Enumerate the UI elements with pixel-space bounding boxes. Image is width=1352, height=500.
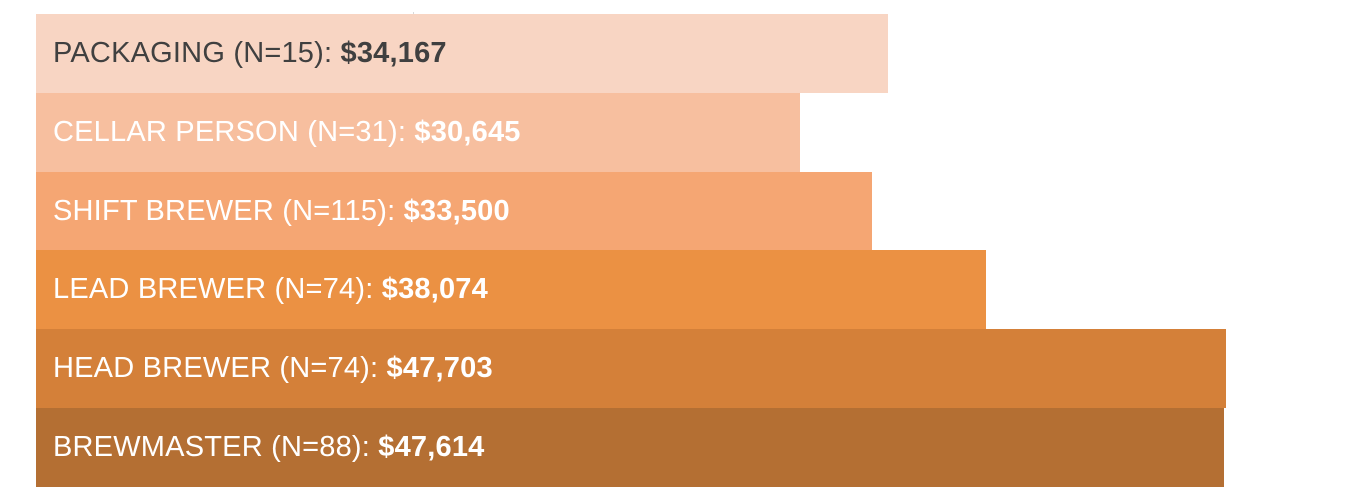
category-label: SHIFT BREWER (N=115)	[53, 195, 388, 227]
label-separator: :	[397, 116, 415, 148]
bar-label: SHIFT BREWER (N=115): $33,500	[53, 172, 510, 251]
category-label: LEAD BREWER (N=74)	[53, 273, 366, 305]
bar	[36, 14, 888, 93]
category-label: PACKAGING (N=15)	[53, 37, 324, 69]
bar	[36, 408, 1224, 487]
value-label: $34,167	[340, 37, 447, 69]
value-label: $30,645	[414, 116, 521, 148]
bar	[36, 250, 986, 329]
label-separator: :	[387, 195, 404, 227]
bar	[36, 172, 872, 251]
value-label: $38,074	[381, 273, 488, 305]
category-label: BREWMASTER (N=88)	[53, 431, 362, 463]
bar	[36, 93, 800, 172]
value-label: $47,614	[378, 431, 485, 463]
label-separator: :	[370, 352, 387, 384]
bar-label: HEAD BREWER (N=74): $47,703	[53, 329, 493, 408]
label-separator: :	[365, 273, 382, 305]
bar-label: BREWMASTER (N=88): $47,614	[53, 408, 485, 487]
bar-label: LEAD BREWER (N=74): $38,074	[53, 250, 488, 329]
bar-label: CELLAR PERSON (N=31): $30,645	[53, 93, 521, 172]
bar	[36, 329, 1226, 408]
category-label: CELLAR PERSON (N=31)	[53, 116, 398, 148]
bar-label: PACKAGING (N=15): $34,167	[53, 14, 447, 93]
value-label: $33,500	[403, 195, 510, 227]
category-label: HEAD BREWER (N=74)	[53, 352, 371, 384]
label-separator: :	[361, 431, 379, 463]
value-label: $47,703	[386, 352, 493, 384]
label-separator: :	[323, 37, 341, 69]
